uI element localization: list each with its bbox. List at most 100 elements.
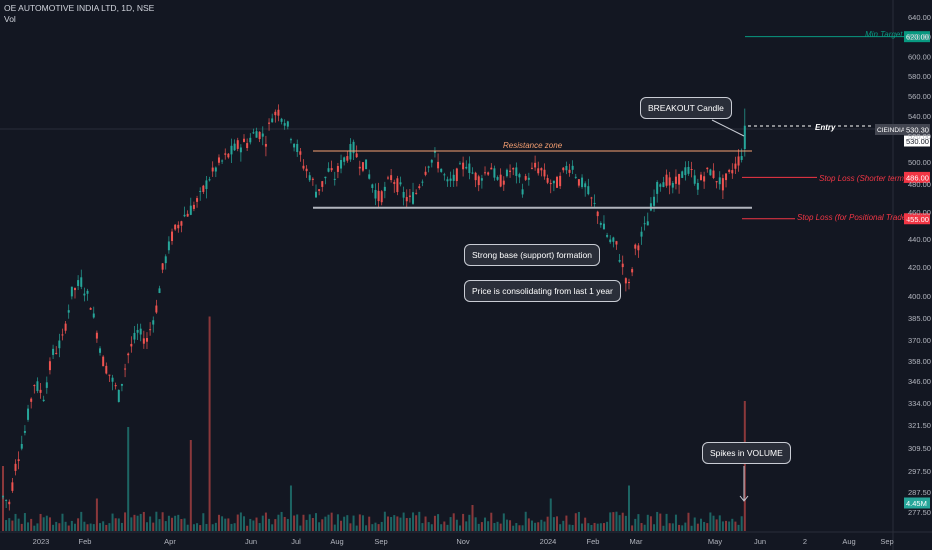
- candle-body: [674, 176, 677, 184]
- volume-bar: [383, 511, 386, 531]
- volume-label: Vol: [4, 14, 16, 24]
- candle-body: [73, 288, 76, 291]
- volume-bar: [687, 512, 690, 531]
- candle-body: [368, 174, 371, 179]
- volume-bar: [117, 518, 120, 531]
- volume-bar: [192, 524, 195, 531]
- candle-body: [709, 169, 712, 176]
- candle-body: [217, 157, 220, 163]
- candle-body: [23, 430, 26, 433]
- candle-body: [130, 343, 133, 347]
- volume-bar: [158, 519, 161, 531]
- volume-bar: [361, 515, 364, 531]
- candle-body: [365, 159, 368, 170]
- candle-body: [574, 176, 577, 178]
- volume-bar: [615, 511, 618, 531]
- volume-bar: [377, 524, 380, 531]
- candle-body: [77, 280, 80, 286]
- candle-body: [189, 205, 192, 215]
- volume-bar: [114, 518, 117, 531]
- candle-body: [171, 231, 174, 241]
- volume-bar: [559, 524, 562, 531]
- candle-body: [105, 365, 108, 374]
- volume-bar: [365, 525, 368, 531]
- volume-bar: [653, 524, 656, 531]
- volume-bar: [678, 524, 681, 531]
- volume-bar: [474, 517, 477, 531]
- volume-bar: [349, 523, 352, 531]
- candle-body: [205, 180, 208, 189]
- volume-bar: [465, 521, 468, 531]
- volume-bar: [33, 525, 36, 531]
- volume-bar: [36, 523, 39, 531]
- volume-bar: [127, 427, 130, 531]
- volume-bar: [55, 521, 58, 531]
- volume-bar: [293, 515, 296, 531]
- candle-body: [524, 176, 527, 180]
- volume-bar: [73, 523, 76, 531]
- candle-body: [305, 168, 308, 172]
- price-tick-label: 297.50: [908, 467, 931, 476]
- candle-body: [224, 153, 227, 155]
- tag-volume-bg: [904, 497, 930, 509]
- volume-bar: [725, 520, 728, 531]
- volume-bar: [355, 525, 358, 531]
- volume-bar: [646, 514, 649, 531]
- candle-body: [596, 211, 599, 217]
- candle-body: [111, 377, 114, 382]
- volume-bar: [706, 523, 709, 531]
- annotation-breakout[interactable]: BREAKOUT Candle: [640, 97, 732, 119]
- volume-bar: [186, 524, 189, 531]
- candle-body: [302, 165, 305, 169]
- volume-bar: [45, 515, 48, 531]
- candle-body: [136, 329, 139, 333]
- candle-body: [393, 182, 396, 184]
- time-tick-label: Apr: [164, 537, 176, 546]
- entry-label: Entry: [815, 123, 836, 132]
- price-tick-label: 480.00: [908, 180, 931, 189]
- time-tick-label: 2024: [540, 537, 557, 546]
- candle-body: [174, 224, 177, 230]
- price-tick-label: 460.00: [908, 208, 931, 217]
- volume-bar: [318, 522, 321, 531]
- volume-bar: [164, 521, 167, 531]
- volume-bar: [433, 515, 436, 531]
- volume-bar: [105, 524, 108, 531]
- candle-body: [484, 172, 487, 174]
- volume-bar: [415, 515, 418, 531]
- candle-body: [199, 190, 202, 192]
- volume-bar: [393, 515, 396, 531]
- candle-body: [433, 150, 436, 153]
- volume-bar: [715, 519, 718, 531]
- volume-bar: [296, 514, 299, 531]
- candle-body: [415, 192, 418, 194]
- candle-body: [308, 175, 311, 181]
- candle-body: [493, 168, 496, 178]
- candle-body: [728, 169, 731, 172]
- annotation-volume-spike[interactable]: Spikes in VOLUME: [702, 442, 791, 464]
- candle-body: [446, 179, 449, 182]
- candle-body: [452, 174, 455, 181]
- annotation-consolidating[interactable]: Price is consolidating from last 1 year: [464, 280, 621, 302]
- breakout-leader: [711, 119, 745, 137]
- volume-bar: [336, 514, 339, 531]
- volume-bar: [39, 513, 42, 531]
- volume-bar: [421, 523, 424, 531]
- volume-bar: [734, 521, 737, 531]
- candle-body: [117, 389, 120, 402]
- volume-bar: [484, 517, 487, 531]
- annotation-base[interactable]: Strong base (support) formation: [464, 244, 601, 266]
- volume-bar: [227, 518, 230, 531]
- tag-current-price-bg: [904, 135, 930, 147]
- volume-bar: [402, 512, 405, 531]
- volume-bar: [599, 523, 602, 531]
- time-tick-label: Sep: [374, 537, 387, 546]
- candle-body: [412, 192, 415, 204]
- volume-bar: [20, 523, 23, 531]
- candle-body: [734, 163, 737, 169]
- resistance-zone-label: Resistance zone: [503, 141, 563, 150]
- candle-body: [124, 368, 127, 370]
- candle-body: [571, 165, 574, 170]
- candle-body: [521, 189, 524, 195]
